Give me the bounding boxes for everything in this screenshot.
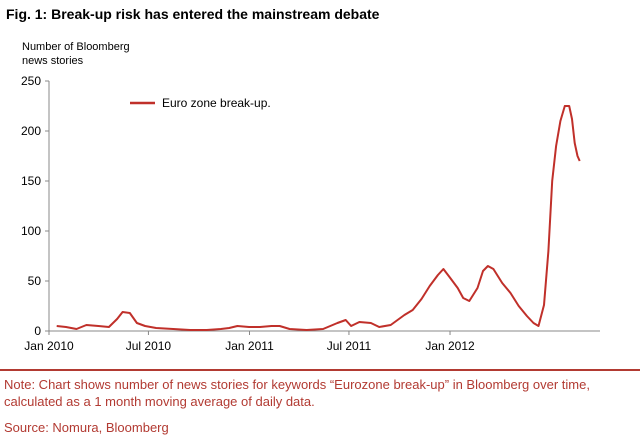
y-tick-label: 0 <box>34 324 41 338</box>
series-line <box>56 105 581 331</box>
x-tick-label: Jul 2011 <box>327 339 372 353</box>
y-tick-label: 250 <box>21 74 41 88</box>
series-lines <box>56 105 581 331</box>
y-axis: 0 50 100 150 200 250 <box>21 74 50 338</box>
y-axis-label-line-1: Number of Bloomberg <box>22 41 130 53</box>
line-chart: 0 50 100 150 200 250 Jan 2010 Jul 2010 Jan 2011… <box>21 74 600 353</box>
x-tick-label: Jul 2010 <box>126 339 172 353</box>
legend-label: Euro zone break-up. <box>162 96 271 110</box>
x-tick-label: Jan 2011 <box>225 339 274 353</box>
y-tick-label: 150 <box>21 174 41 188</box>
y-axis-label-line-2: news stories <box>22 55 84 67</box>
y-axis-label: Number of Bloomberg news stories <box>22 40 182 68</box>
y-tick-label: 100 <box>21 224 41 238</box>
note-divider <box>0 369 640 371</box>
chart-source: Source: Nomura, Bloomberg <box>4 420 169 435</box>
y-tick-label: 50 <box>28 274 42 288</box>
y-tick-label: 200 <box>21 124 41 138</box>
legend: Euro zone break-up. <box>130 96 271 110</box>
x-axis: Jan 2010 Jul 2010 Jan 2011 Jul 2011 Jan 2012 <box>24 330 600 353</box>
x-tick-label: Jan 2010 <box>24 339 74 353</box>
figure-title: Fig. 1: Break-up risk has entered the ma… <box>6 6 380 22</box>
chart-note: Note: Chart shows number of news stories… <box>4 377 590 409</box>
x-tick-label: Jan 2012 <box>425 339 475 353</box>
